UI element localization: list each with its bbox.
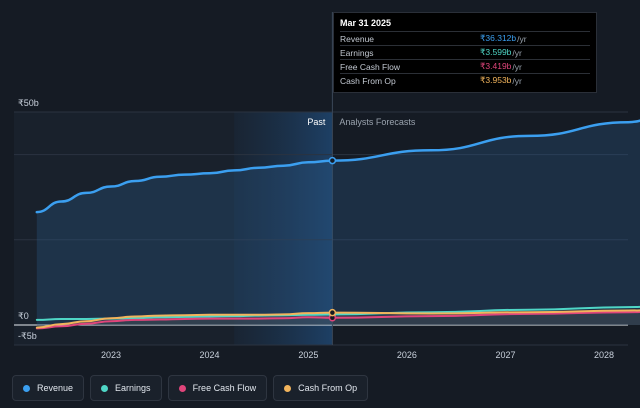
- x-tick-label: 2026: [397, 350, 417, 360]
- cash-from-op-line: [35, 309, 640, 329]
- y-tick-label: ₹0: [18, 311, 29, 321]
- tooltip-row-label: Cash From Op: [340, 75, 396, 86]
- legend-label: Cash From Op: [298, 383, 358, 393]
- tooltip-row-unit: /yr: [512, 47, 522, 58]
- x-tick-label: 2028: [594, 350, 614, 360]
- tooltip-row-free-cash-flow: Free Cash Flow ₹3.419b /yr: [340, 59, 590, 73]
- legend-dot-icon: [23, 384, 30, 392]
- free-cash-flow-line: [35, 311, 640, 330]
- tooltip-row-label: Earnings: [340, 47, 374, 58]
- past-highlight: [234, 112, 333, 345]
- legend-item-cash-from-op[interactable]: Cash From Op: [273, 375, 369, 401]
- tooltip-row-earnings: Earnings ₹3.599b /yr: [340, 45, 590, 59]
- tooltip-row-revenue: Revenue ₹36.312b /yr: [340, 31, 590, 45]
- legend-label: Earnings: [115, 383, 151, 393]
- tooltip-row-unit: /yr: [517, 33, 527, 44]
- x-tick-label: 2024: [200, 350, 220, 360]
- y-tick-label: -₹5b: [18, 331, 37, 341]
- revenue-line: [35, 119, 640, 214]
- tooltip-panel: Mar 31 2025 Revenue ₹36.312b /yr Earning…: [333, 12, 597, 93]
- forecast-label: Analysts Forecasts: [339, 117, 416, 127]
- x-tick-label: 2023: [101, 350, 121, 360]
- cash-from-op-marker: [328, 308, 337, 317]
- past-label: Past: [307, 117, 326, 127]
- legend-label: Free Cash Flow: [192, 383, 257, 393]
- tooltip-row-unit: /yr: [512, 75, 522, 86]
- legend-dot-icon: [101, 384, 109, 392]
- revenue-area: [36, 120, 640, 325]
- legend-label: Revenue: [37, 383, 74, 393]
- tooltip-row-cash-from-op: Cash From Op ₹3.953b /yr: [340, 73, 590, 87]
- tooltip-row-value: ₹36.312b: [480, 33, 517, 43]
- tooltip-row-label: Free Cash Flow: [340, 61, 400, 72]
- tooltip-row-value: ₹3.599b: [480, 47, 512, 57]
- tooltip-row-value: ₹3.419b: [480, 61, 512, 71]
- tooltip-date: Mar 31 2025: [340, 18, 392, 28]
- legend-dot-icon: [178, 384, 186, 392]
- legend-dot-icon: [284, 384, 292, 392]
- tooltip-row-unit: /yr: [512, 61, 522, 72]
- x-tick-label: 2025: [298, 350, 318, 360]
- tooltip-row-label: Revenue: [340, 33, 375, 44]
- y-tick-label: ₹50b: [18, 98, 39, 108]
- chart-legend: Revenue Earnings Free Cash Flow Cash Fro…: [12, 375, 369, 401]
- x-tick-label: 2027: [495, 350, 515, 360]
- legend-item-free-cash-flow[interactable]: Free Cash Flow: [167, 375, 268, 401]
- legend-item-earnings[interactable]: Earnings: [90, 375, 162, 401]
- revenue-marker: [328, 156, 337, 165]
- legend-item-revenue[interactable]: Revenue: [12, 375, 85, 401]
- tooltip-row-value: ₹3.953b: [480, 75, 512, 85]
